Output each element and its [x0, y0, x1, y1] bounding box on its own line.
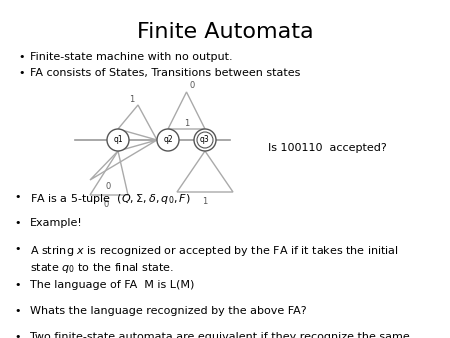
Text: 0: 0 — [104, 200, 108, 209]
Text: •: • — [14, 332, 21, 338]
Text: The language of FA  M is L(M): The language of FA M is L(M) — [30, 280, 194, 290]
Text: 1: 1 — [184, 119, 189, 128]
Text: •: • — [14, 218, 21, 228]
Text: •: • — [18, 52, 24, 62]
Text: FA is a 5-tuple  $(Q, \Sigma, \delta, q_0, F)$: FA is a 5-tuple $(Q, \Sigma, \delta, q_0… — [30, 192, 191, 206]
Text: Whats the language recognized by the above FA?: Whats the language recognized by the abo… — [30, 306, 306, 316]
Text: Is 100110  accepted?: Is 100110 accepted? — [268, 143, 387, 153]
Circle shape — [157, 129, 179, 151]
Text: q3: q3 — [200, 136, 210, 145]
Text: 1: 1 — [130, 95, 135, 104]
Text: Example!: Example! — [30, 218, 83, 228]
Text: 1: 1 — [202, 197, 207, 206]
Text: Finite-state machine with no output.: Finite-state machine with no output. — [30, 52, 233, 62]
Circle shape — [194, 129, 216, 151]
Text: •: • — [14, 280, 21, 290]
Text: FA consists of States, Transitions between states: FA consists of States, Transitions betwe… — [30, 68, 301, 78]
Text: A string $x$ is recognized or accepted by the FA if it takes the initial
state $: A string $x$ is recognized or accepted b… — [30, 244, 399, 275]
Text: •: • — [14, 244, 21, 254]
Text: 0: 0 — [105, 182, 111, 191]
Text: •: • — [14, 306, 21, 316]
Text: •: • — [18, 68, 24, 78]
Text: •: • — [14, 192, 21, 202]
Text: q2: q2 — [163, 136, 173, 145]
Circle shape — [107, 129, 129, 151]
Text: q1: q1 — [113, 136, 123, 145]
Text: Finite Automata: Finite Automata — [137, 22, 313, 42]
Text: 0: 0 — [190, 81, 195, 90]
Text: Two finite-state automata are equivalent if they recognize the same
language.: Two finite-state automata are equivalent… — [30, 332, 410, 338]
